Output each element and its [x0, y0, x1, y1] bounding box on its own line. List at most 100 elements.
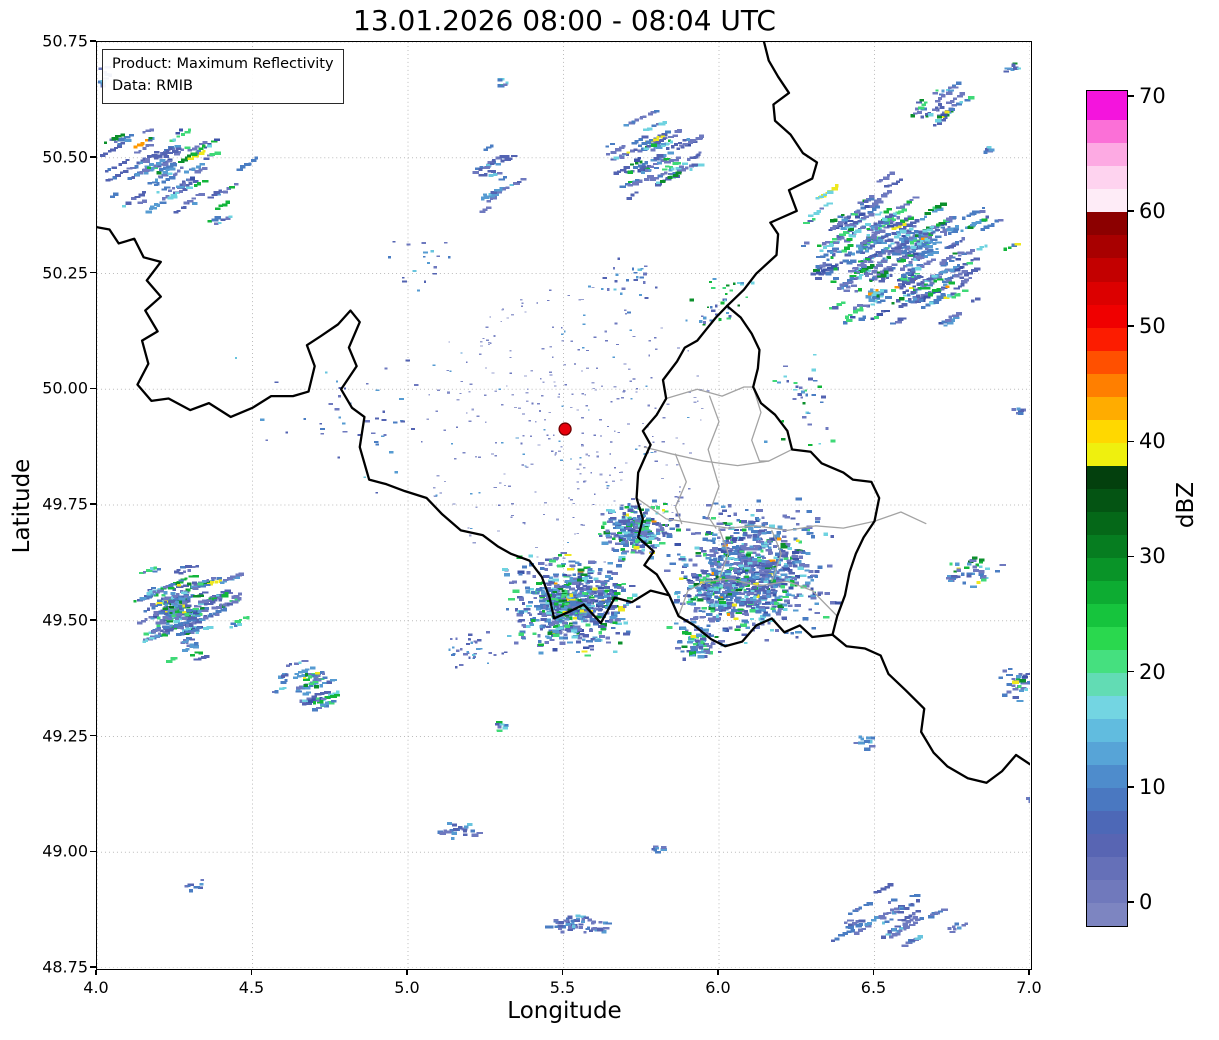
- echo-cell: [614, 591, 621, 595]
- echo-cell: [520, 177, 527, 181]
- echo-cell: [387, 255, 391, 259]
- echo-cell: [622, 526, 628, 531]
- echo-cell: [486, 199, 492, 203]
- echo-cell: [508, 598, 515, 601]
- echo-cell: [875, 205, 881, 209]
- echo-cell: [942, 115, 948, 119]
- echo-cell: [702, 576, 707, 581]
- echo-cell: [537, 612, 542, 615]
- echo-cell: [621, 518, 626, 521]
- echo-cell: [825, 269, 831, 272]
- echo-cell: [882, 217, 888, 221]
- echo-cell: [613, 171, 619, 175]
- echo-cell: [499, 723, 505, 726]
- echo-cell: [116, 144, 123, 148]
- echo-cell: [675, 437, 679, 439]
- echo-cell: [664, 171, 668, 175]
- echo-cell: [628, 516, 632, 519]
- echo-cell: [693, 643, 698, 646]
- echo-cell: [183, 184, 190, 187]
- echo-cell: [830, 439, 836, 443]
- echo-cell: [563, 919, 569, 922]
- echo-cell: [499, 189, 503, 192]
- echo-cell: [925, 112, 931, 116]
- echo-cell: [880, 248, 885, 252]
- echo-cell: [953, 287, 960, 290]
- echo-cell: [656, 528, 661, 532]
- echo-cell: [181, 591, 188, 594]
- echo-cell: [298, 670, 304, 674]
- echo-cell: [770, 591, 777, 594]
- echo-cell: [303, 683, 309, 687]
- echo-cell: [585, 367, 589, 369]
- echo-cell: [858, 741, 865, 745]
- echo-cell: [610, 593, 618, 597]
- echo-cell: [540, 567, 545, 571]
- echo-cell: [866, 233, 870, 238]
- echo-cell: [175, 192, 179, 195]
- echo-cell: [119, 171, 124, 174]
- echo-cell: [632, 335, 636, 338]
- echo-cell: [686, 137, 691, 141]
- echo-cell: [543, 501, 548, 504]
- echo-cell: [884, 920, 890, 924]
- echo-cell: [873, 300, 878, 303]
- echo-cell: [610, 441, 613, 443]
- echo-cell: [953, 97, 958, 101]
- echo-cell: [765, 568, 772, 572]
- echo-cell: [871, 293, 877, 297]
- echo-cell: [165, 608, 171, 611]
- echo-cell: [557, 450, 561, 452]
- echo-cell: [605, 529, 610, 533]
- echo-cell: [197, 605, 202, 608]
- echo-cell: [303, 678, 310, 682]
- echo-cell: [679, 165, 685, 168]
- echo-cell: [539, 378, 542, 380]
- echo-cell: [909, 280, 916, 284]
- echo-cell: [711, 309, 716, 313]
- echo-cell: [678, 557, 686, 561]
- echo-cell: [599, 600, 605, 604]
- echo-cell: [691, 646, 697, 650]
- echo-cell: [329, 679, 336, 682]
- echo-cell: [463, 833, 468, 837]
- echo-cell: [801, 244, 806, 248]
- echo-cell: [914, 266, 922, 271]
- echo-cell: [706, 504, 712, 507]
- echo-cell: [374, 417, 379, 420]
- echo-cell: [620, 168, 627, 172]
- echo-cell: [473, 640, 478, 643]
- echo-cell: [905, 289, 909, 293]
- echo-cell: [687, 595, 692, 598]
- echo-cell: [550, 450, 554, 452]
- echo-cell: [569, 612, 574, 615]
- echo-cell: [626, 536, 632, 540]
- echo-cell: [898, 305, 904, 309]
- echo-cell: [878, 280, 886, 283]
- echo-cell: [690, 138, 696, 143]
- echo-cell: [627, 502, 631, 506]
- echo-cell: [107, 178, 114, 181]
- echo-cell: [649, 550, 654, 554]
- echo-cell: [742, 570, 747, 574]
- echo-cell: [532, 617, 537, 620]
- echo-cell: [675, 166, 683, 171]
- echo-cell: [816, 244, 822, 248]
- echo-cell: [200, 656, 207, 660]
- echo-cell: [259, 418, 265, 421]
- echo-cell: [680, 627, 687, 630]
- echo-cell: [104, 141, 108, 144]
- echo-cell: [488, 173, 494, 177]
- echo-cell: [583, 612, 590, 616]
- echo-cell: [780, 585, 785, 589]
- echo-cell: [158, 168, 164, 172]
- echo-cell: [931, 275, 938, 278]
- echo-cell: [955, 240, 960, 244]
- echo-cell: [642, 511, 647, 515]
- echo-cell: [861, 928, 867, 931]
- echo-cell: [654, 110, 660, 113]
- echo-cell: [181, 158, 188, 162]
- echo-cell: [152, 590, 157, 594]
- echo-cell: [759, 569, 763, 573]
- echo-cell: [637, 268, 642, 272]
